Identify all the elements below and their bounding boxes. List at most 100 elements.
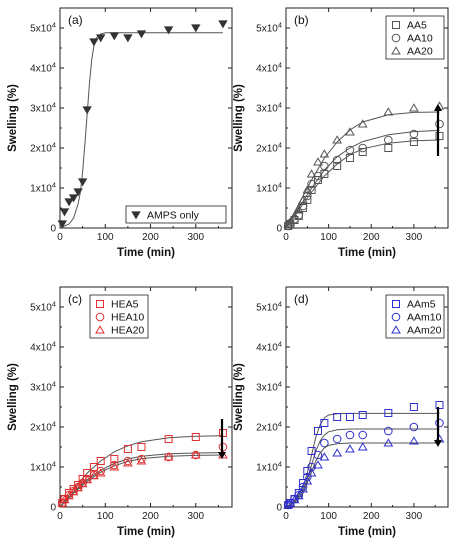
x-tick-label: 0: [283, 511, 289, 522]
data-point-AA20: [313, 157, 323, 166]
legend-entry: AA20: [407, 46, 433, 58]
legend-box: [385, 294, 445, 339]
data-point-AMPS only: [96, 34, 106, 43]
legend-entry: AA5: [407, 20, 427, 32]
data-point-AAm20: [319, 452, 330, 461]
data-point-AAm5: [333, 413, 342, 421]
x-tick-label: 100: [320, 511, 337, 522]
y-axis-label: Swelling (%): [233, 84, 245, 152]
data-point-AAm20: [302, 476, 313, 485]
panel-c: 0 100 200 300 0 1x104 2x104 3x104 4x104 5x104 Time…: [7, 286, 233, 538]
legend-marker-AMPS only: [131, 211, 141, 220]
legend-marker-HEA20: [95, 325, 105, 334]
data-point-AA20: [319, 149, 330, 158]
data-point-AA10: [320, 161, 329, 171]
panel-label: (b): [294, 13, 309, 27]
x-tick-label: 300: [406, 232, 423, 243]
plot-frame: [285, 7, 449, 229]
legend-box: [385, 15, 445, 60]
data-point-AAm5: [299, 479, 308, 487]
legend-entry: AMPS only: [147, 210, 200, 222]
y-tick-label: 5x104: [30, 300, 56, 314]
data-point-AMPS only: [82, 106, 92, 115]
panel-label: (c): [68, 292, 82, 306]
y-tick-label: 2x104: [256, 141, 282, 155]
y-tick-label: 4x104: [256, 61, 282, 75]
data-point-AA5: [435, 132, 444, 140]
legend-entry: AAm20: [407, 325, 442, 337]
x-tick-label: 200: [142, 232, 159, 243]
legend-entry: AAm10: [407, 312, 442, 324]
data-point-HEA5: [89, 463, 98, 471]
data-point-AAm20: [383, 438, 394, 447]
data-point-HEA20: [82, 475, 93, 484]
data-point-HEA5: [164, 435, 173, 443]
y-tick-label: 3x104: [256, 101, 282, 115]
data-point-HEA5: [191, 433, 200, 441]
data-point-AA10: [435, 119, 444, 129]
y-axis-label: Swelling (%): [233, 363, 245, 431]
y-tick-label: 4x104: [30, 340, 56, 354]
trend-arrow-down: [218, 419, 226, 459]
data-point-HEA20: [163, 452, 174, 461]
data-point-AMPS only: [64, 198, 74, 207]
data-point-AAm10: [345, 430, 355, 440]
x-tick-label: 300: [187, 511, 204, 522]
data-point-AAm20: [313, 460, 323, 469]
data-point-AA10: [384, 135, 393, 145]
data-point-AAm5: [409, 403, 418, 411]
y-tick-label: 2x104: [256, 420, 282, 434]
y-tick-label: 5x104: [256, 21, 282, 35]
x-axis-label: Time (min): [338, 247, 396, 259]
x-axis-label: Time (min): [117, 247, 175, 259]
data-point-AAm20: [345, 444, 355, 453]
data-point-AAm20: [293, 491, 304, 500]
data-point-AA20: [298, 195, 308, 204]
data-point-AMPS only: [68, 194, 79, 203]
x-tick-label: 0: [57, 511, 63, 522]
data-point-AMPS only: [77, 178, 88, 187]
data-point-AA20: [409, 103, 419, 112]
data-point-HEA10: [96, 466, 106, 476]
x-axis-label: Time (min): [338, 526, 396, 538]
plot-frame: [59, 7, 233, 229]
data-point-AA20: [285, 217, 296, 226]
x-tick-label: 200: [363, 232, 380, 243]
data-point-AAm10: [358, 430, 368, 440]
data-point-AAm5: [320, 419, 329, 427]
data-point-AMPS only: [109, 32, 120, 41]
legend-marker-AAm5: [392, 300, 400, 308]
y-tick-label: 1x104: [30, 181, 56, 195]
data-point-AA20: [345, 127, 355, 136]
y-tick-label: 0: [276, 224, 282, 235]
legend-entry: AAm5: [407, 299, 436, 311]
data-point-HEA20: [95, 468, 106, 477]
legend-entry: HEA5: [111, 299, 139, 311]
legend-marker-AA20: [391, 46, 401, 55]
data-point-AAm10: [298, 482, 308, 492]
fit-curve-AAm20: [285, 442, 440, 508]
data-point-HEA20: [123, 458, 133, 467]
data-point-HEA5: [78, 475, 87, 483]
y-tick-label: 2x104: [30, 420, 56, 434]
plot-frame: [285, 286, 449, 508]
data-point-HEA5: [96, 457, 105, 465]
data-point-AMPS only: [73, 188, 83, 197]
fit-curve-AAm5: [285, 412, 440, 508]
plot-frame: [59, 286, 233, 508]
panel-d: 0 100 200 300 0 1x104 2x104 3x104 4x104 5x104 Time…: [233, 286, 449, 538]
data-point-AAm20: [306, 468, 317, 477]
data-point-AA5: [358, 148, 367, 156]
data-point-AA20: [289, 211, 300, 220]
data-point-AAm5: [313, 427, 322, 435]
legend-marker-HEA10: [95, 312, 105, 322]
y-tick-label: 0: [50, 224, 56, 235]
x-tick-label: 300: [406, 511, 423, 522]
data-point-AA20: [383, 107, 394, 116]
data-point-AAm10: [435, 418, 444, 428]
x-tick-label: 0: [283, 232, 289, 243]
data-point-AA5: [409, 138, 418, 146]
panel-b: 0 100 200 300 0 1x104 2x104 3x104 4x104 5x104 Time…: [233, 7, 449, 259]
data-point-AAm20: [298, 484, 308, 493]
data-point-AAm5: [345, 413, 354, 421]
